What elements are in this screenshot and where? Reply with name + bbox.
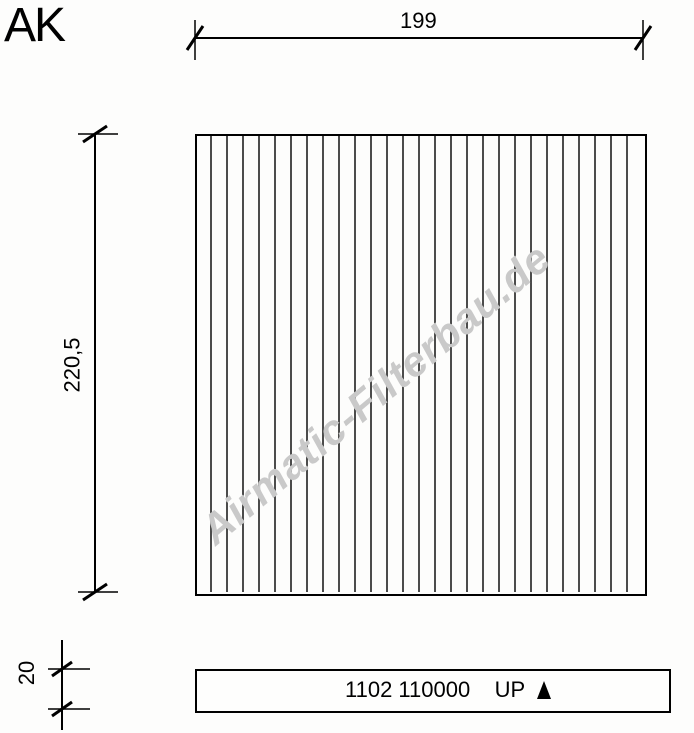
dimension-thickness-value: 20: [14, 661, 40, 685]
dimension-width-value: 199: [400, 8, 437, 34]
part-number-value: 1102 110000: [345, 677, 470, 702]
up-arrow-icon: [537, 681, 551, 699]
direction-text: UP: [495, 677, 525, 702]
filter-pleats: [195, 134, 643, 592]
dimension-line-thickness: [0, 0, 140, 733]
part-number-label: 1102 110000 UP: [345, 677, 551, 703]
